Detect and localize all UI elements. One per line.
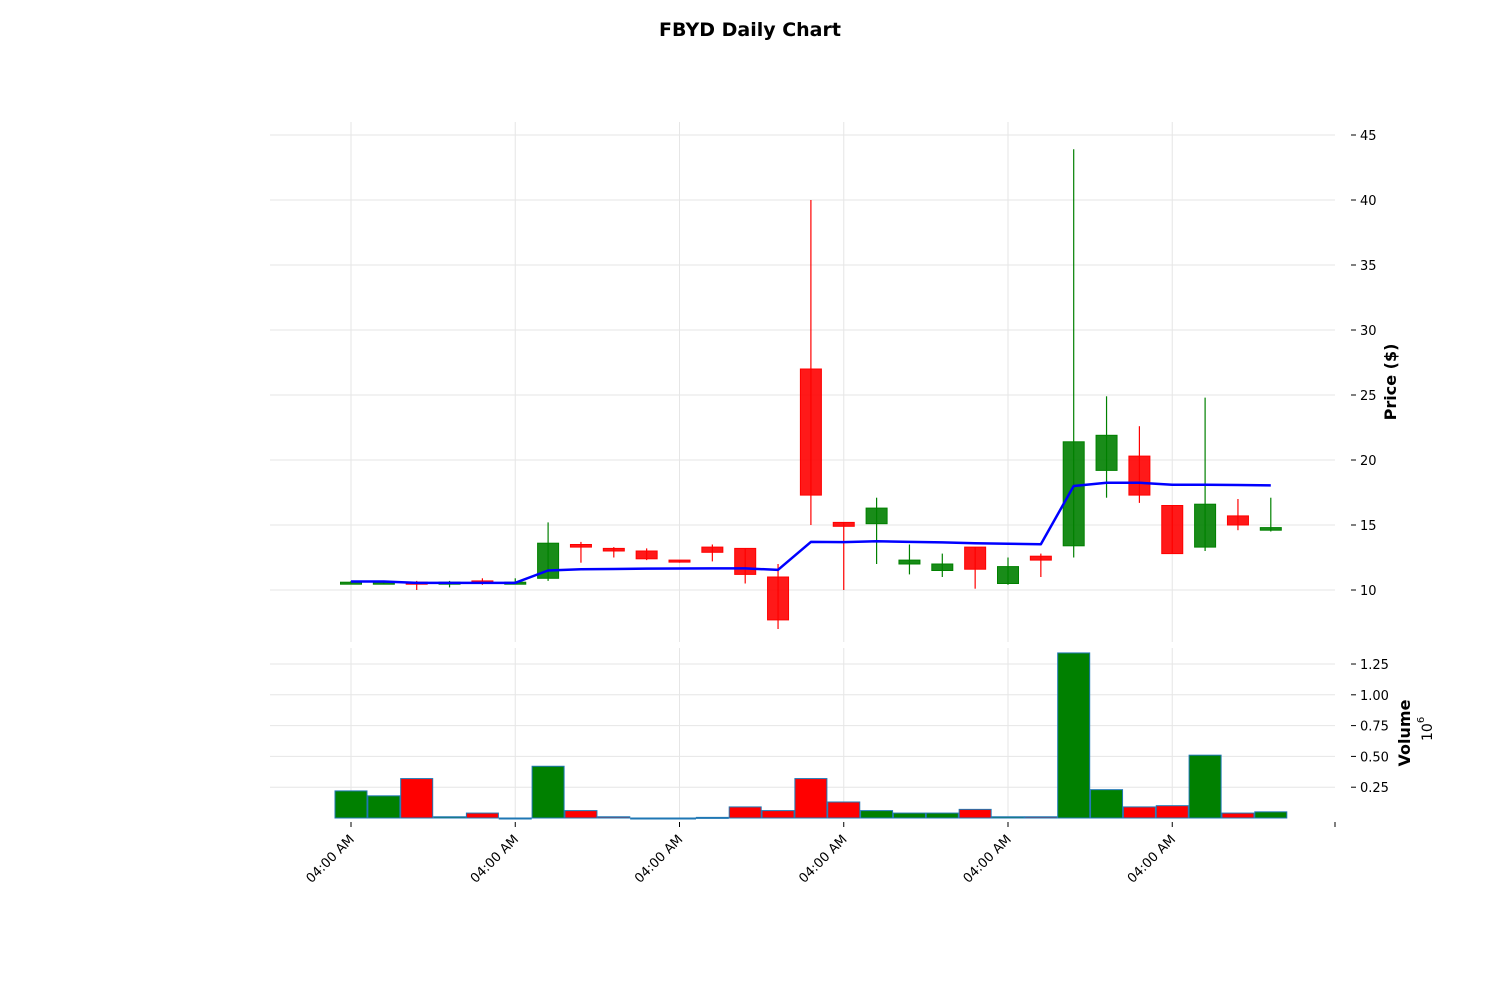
candle-body [569,544,592,548]
volume-bar [465,812,499,819]
volume-grid [270,663,1335,788]
volume-bar [794,778,828,819]
price-axis: 10 15 20 25 30 35 40 45 [1351,129,1377,599]
volume-bar [1254,811,1288,819]
candle-body [1128,455,1151,496]
volume-bar [761,810,795,819]
x-tick-label: 04:00 AM [468,832,522,886]
volume-bar [695,816,729,819]
volume-bar [827,801,861,819]
volume-bar [728,806,762,819]
volume-bar [564,810,598,819]
volume-exponent-base: 10 [1420,723,1436,741]
volume-bar [1188,754,1222,819]
candles [340,149,1282,629]
svg-text:106: 106 [1416,717,1436,741]
candle-body [701,546,724,553]
volume-bar [925,812,959,819]
volume-bar [334,790,368,819]
chart-title: FBYD Daily Chart [659,19,841,41]
volume-axis-label: Volume [1395,699,1414,766]
volume-bar [860,810,894,819]
volume-exponent-power: 6 [1416,717,1427,723]
candle-body [1095,434,1118,471]
volume-tick-label: 0.75 [1360,720,1389,735]
candle-body [931,563,954,571]
price-tick-label: 15 [1360,519,1377,534]
volume-bar [1155,805,1189,819]
candle-body [668,559,691,563]
volume-bar [531,765,565,819]
x-tick-label: 04:00 AM [304,832,358,886]
volume-bar [958,808,992,819]
candle-body [1226,515,1249,526]
volume-tick-label: 0.50 [1360,750,1389,765]
candle-body [602,547,625,552]
candle-body [1029,555,1052,561]
volume-bar [892,812,926,819]
volume-axis: 0.25 0.50 0.75 1.00 1.25 [1351,658,1389,796]
volume-exponent: 106 [1416,717,1436,741]
price-tick-label: 30 [1360,324,1377,339]
candle-body [767,576,790,621]
candle-body [865,507,888,525]
price-tick-label: 25 [1360,389,1377,404]
volume-bar [991,816,1025,819]
volume-tick-label: 1.25 [1360,658,1389,673]
x-tick-label: 04:00 AM [632,832,686,886]
price-tick-label: 45 [1360,129,1377,144]
volume-bar [1057,652,1091,819]
x-tick-label: 04:00 AM [1125,832,1179,886]
volume-bar [1221,812,1255,819]
volume-bar [597,816,631,819]
candle-body [1259,527,1282,531]
x-axis: 04:00 AM 04:00 AM 04:00 AM 04:00 AM 04:00 AM… [304,822,1336,886]
candle-body [832,521,855,527]
volume-bar [400,778,434,819]
candle-body [997,566,1019,584]
x-grid [350,122,1173,818]
moving-average-layer [351,481,1271,585]
price-axis-label: Price ($) [1381,344,1400,421]
volume-bar [498,817,532,820]
candle-body [1062,441,1085,547]
candle-body [1161,505,1184,555]
volume-tick-label: 0.25 [1360,781,1389,796]
candle-body [635,550,658,560]
x-tick-label: 04:00 AM [796,832,850,886]
volume-bars [334,652,1288,820]
price-tick-label: 10 [1360,584,1377,599]
moving-average-line [351,481,1271,585]
price-tick-label: 20 [1360,454,1377,469]
volume-tick-label: 1.00 [1360,689,1389,704]
volume-bar [367,795,401,819]
volume-bar [630,817,664,820]
candle-body [898,559,921,565]
volume-bar [433,816,467,819]
volume-bar [1024,816,1058,819]
x-tick-label: 04:00 AM [961,832,1015,886]
volume-bar [1090,789,1124,819]
price-tick-label: 35 [1360,259,1377,274]
volume-bar [1122,806,1156,819]
candle-body [799,368,822,496]
candle-body [964,546,987,570]
price-tick-label: 40 [1360,194,1377,209]
candle-body [734,547,757,575]
candle-body [1194,503,1217,548]
volume-bar [663,817,696,820]
